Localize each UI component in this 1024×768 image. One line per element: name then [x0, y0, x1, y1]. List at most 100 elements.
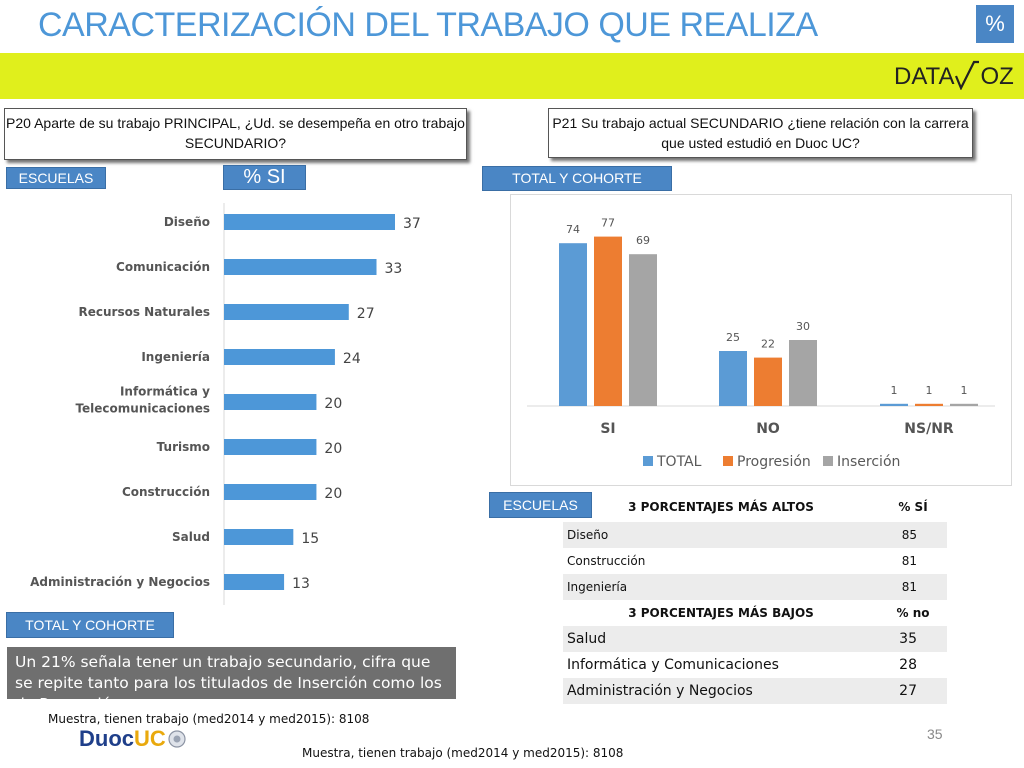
data-label: 1: [961, 384, 968, 397]
category-label-line: Construcción: [122, 485, 210, 499]
data-label: 77: [601, 217, 615, 230]
bar-total-ns/nr: [880, 403, 908, 406]
bar-progresión-no: [754, 357, 782, 406]
page-title: CARACTERIZACIÓN DEL TRABAJO QUE REALIZA: [38, 6, 818, 44]
bar-value-label: 37: [403, 216, 421, 232]
bottom-row-label: Salud: [567, 631, 607, 647]
category-label-line: Salud: [172, 530, 210, 544]
bar-value-label: 15: [301, 531, 319, 547]
legend-label: TOTAL: [656, 454, 702, 470]
brand-duoc: Duoc: [79, 726, 134, 751]
bar-inserción-ns/nr: [950, 403, 978, 406]
logo-v-icon: [955, 60, 980, 91]
percent-si-tag: % SI: [223, 165, 306, 190]
legend-swatch: [723, 456, 733, 466]
category-label: Salud: [172, 530, 210, 544]
bar-2: [224, 259, 377, 275]
right-total-cohorte-tag: TOTAL Y COHORTE: [482, 166, 672, 191]
category-label: Ingeniería: [141, 350, 210, 364]
datavoz-logo: DATA OZ: [894, 60, 1014, 91]
category-label: Administración y Negocios: [30, 575, 210, 589]
ranking-table: 3 PORCENTAJES MÁS ALTOS % SÍ Diseño 85 C…: [563, 492, 947, 704]
table-row: Administración y Negocios 27: [563, 678, 947, 704]
category-label-line: Administración y Negocios: [30, 575, 210, 589]
category-label: Construcción: [122, 485, 210, 499]
legend-swatch: [823, 456, 833, 466]
right-escuelas-tag: ESCUELAS: [489, 492, 592, 518]
table-row: Salud 35: [563, 626, 947, 652]
bottom-row-label: Administración y Negocios: [567, 683, 753, 699]
seal-icon: [168, 730, 186, 748]
bar-5: [224, 394, 317, 410]
percent-badge: %: [976, 5, 1014, 43]
bar-inserción-no: [789, 340, 817, 406]
bar-value-label: 33: [385, 261, 403, 277]
top-col-header: % SÍ: [898, 500, 928, 514]
category-label: NO: [756, 421, 780, 437]
bar-1: [224, 214, 395, 230]
data-label: 1: [926, 384, 933, 397]
escuelas-bar-chart: 37 Diseño 33 Comunicación 27 Recursos Natural…: [30, 203, 421, 605]
bar-total-no: [719, 351, 747, 406]
top-row-value: 85: [901, 528, 917, 542]
category-label-line: Comunicación: [116, 260, 210, 274]
bottom-header-row: 3 PORCENTAJES MÁS BAJOS % no: [563, 600, 947, 626]
category-label: Informática y Telecomunicaciones: [75, 385, 210, 416]
bar-value-label: 24: [343, 351, 361, 367]
table-row: Informática y Comunicaciones 28: [563, 652, 947, 678]
bottom-row-value: 28: [899, 657, 917, 673]
bar-value-label: 27: [357, 306, 375, 322]
logo-text-data: DATA: [894, 63, 955, 90]
bar-progresión-ns/nr: [915, 403, 943, 406]
category-label-line: Diseño: [164, 215, 210, 229]
category-label-line: Telecomunicaciones: [75, 402, 210, 416]
data-label: 22: [761, 338, 775, 351]
data-label: 30: [796, 320, 810, 333]
legend-label: Progresión: [737, 454, 811, 470]
category-label: Turismo: [157, 440, 210, 454]
data-label: 25: [726, 331, 740, 344]
category-label: Comunicación: [116, 260, 210, 274]
left-sample-note: Muestra, tienen trabajo (med2014 y med20…: [48, 712, 370, 726]
bottom-col-header: % no: [896, 606, 930, 620]
top-row-label: Ingeniería: [567, 580, 628, 594]
bar-value-label: 13: [292, 576, 310, 592]
top-row-label: Diseño: [567, 528, 609, 542]
bar-9: [224, 574, 285, 590]
category-label: Recursos Naturales: [79, 305, 211, 319]
bar-value-label: 20: [324, 396, 342, 412]
left-escuelas-tag: ESCUELAS: [6, 167, 106, 189]
category-label: NS/NR: [904, 421, 954, 437]
category-label-line: Turismo: [157, 440, 210, 454]
bar-value-label: 20: [324, 441, 342, 457]
data-label: 69: [636, 234, 650, 247]
header-band: [0, 53, 1024, 99]
top-header: 3 PORCENTAJES MÁS ALTOS: [628, 500, 814, 514]
bottom-row-value: 27: [899, 683, 917, 699]
bottom-row-value: 35: [899, 631, 917, 647]
left-total-cohorte-tag: TOTAL Y COHORTE: [6, 612, 174, 638]
summary-box: Un 21% señala tener un trabajo secundari…: [7, 647, 456, 713]
left-question-box: P20 Aparte de su trabajo PRINCIPAL, ¿Ud.…: [4, 108, 467, 160]
data-label: 1: [891, 384, 898, 397]
table-row: Ingeniería 81: [563, 574, 947, 600]
bar-8: [224, 529, 294, 545]
bar-6: [224, 439, 317, 455]
bottom-header: 3 PORCENTAJES MÁS BAJOS: [628, 606, 814, 620]
right-question-box: P21 Su trabajo actual SECUNDARIO ¿tiene …: [548, 108, 973, 158]
bottom-row-label: Informática y Comunicaciones: [567, 657, 779, 673]
top-row-value: 81: [901, 580, 917, 594]
category-label: SI: [600, 421, 615, 437]
category-label-line: Informática y: [120, 385, 210, 399]
legend-swatch: [643, 456, 653, 466]
top-row-value: 81: [901, 554, 917, 568]
data-label: 74: [566, 223, 580, 236]
cohort-bar-chart: 74 77 69 SI 25 22 30 NO 1 1 1 NS/NR TOTAL Progresión I…: [527, 217, 995, 470]
bar-7: [224, 484, 317, 500]
bar-4: [224, 349, 335, 365]
duoc-uc-logo: DuocUC: [79, 726, 186, 752]
bar-total-si: [559, 243, 587, 406]
footer-sample-note: Muestra, tienen trabajo (med2014 y med20…: [302, 746, 624, 760]
top-row-label: Construcción: [567, 554, 646, 568]
page-number: 35: [927, 726, 943, 742]
